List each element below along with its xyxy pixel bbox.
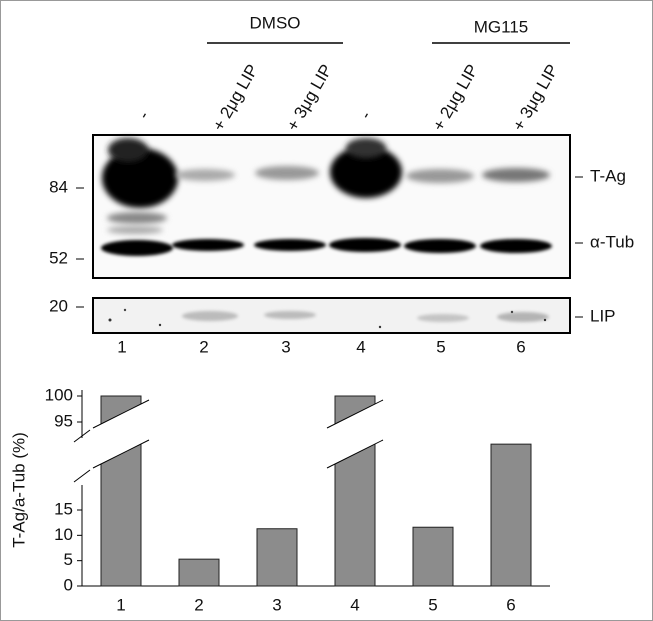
y-tick-label: 95 [54,411,73,430]
group-label: MG115 [474,17,529,36]
y-tick-label: 5 [64,550,73,569]
x-tick-label: 1 [116,595,125,614]
lane-number: 2 [199,337,208,356]
bar [412,526,454,587]
blot-main [92,134,571,279]
y-axis-label: T-Ag/a-Tub (%) [9,432,28,548]
band-label: T-Ag [590,166,626,185]
lane-number: 4 [356,337,365,356]
lane-number: 1 [117,337,126,356]
y-tick-label: 100 [45,385,73,404]
x-tick-label: 5 [428,595,437,614]
marker-label: 52 [49,248,68,267]
bar [178,558,220,587]
x-tick-label: 2 [194,595,203,614]
bar [256,528,298,587]
y-tick-label: 10 [54,525,73,544]
y-tick-label: 15 [54,499,73,518]
lane-number: 5 [436,337,445,356]
x-tick-label: 6 [506,595,515,614]
y-tick-label: 0 [64,575,73,594]
lane-number: 3 [281,337,290,356]
marker-label: 84 [49,177,68,196]
bar-break-line [92,439,150,469]
lane-number: 6 [516,337,525,356]
bar-break-line [326,439,384,469]
axis-break [73,469,91,483]
bar-chart: 0 5 10 15 95 100 1 2 3 4 5 6 [45,385,550,614]
x-tick-label: 4 [350,595,359,614]
blot-lip [92,297,571,334]
band-label: α-Tub [590,232,634,251]
bar-break [327,400,383,468]
axis-break [73,429,91,443]
bar [490,443,532,587]
marker-label: 20 [49,296,68,315]
x-tick-label: 3 [272,595,281,614]
bar-break-line [326,399,384,429]
bar-break-line [92,399,150,429]
group-label: DMSO [250,13,301,32]
bar-break [93,400,149,468]
band-label: LIP [590,306,616,325]
